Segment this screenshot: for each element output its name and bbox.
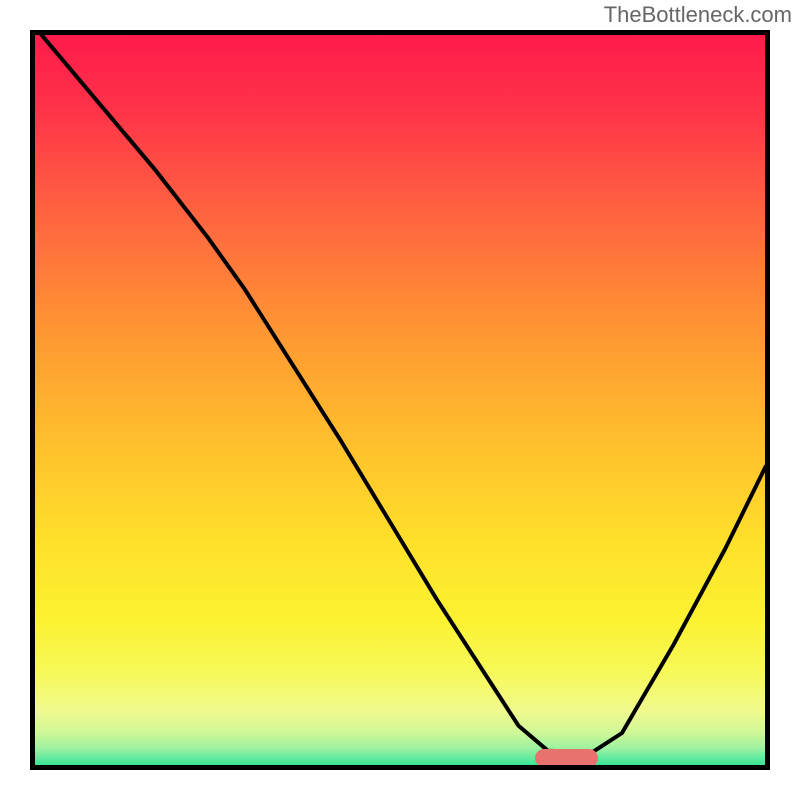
watermark: TheBottleneck.com bbox=[604, 2, 792, 28]
watermark-text: TheBottleneck.com bbox=[604, 2, 792, 27]
chart-container: TheBottleneck.com bbox=[0, 0, 800, 800]
optimal-marker bbox=[535, 749, 598, 767]
plot-area bbox=[30, 30, 770, 770]
bottleneck-curve bbox=[30, 30, 770, 770]
